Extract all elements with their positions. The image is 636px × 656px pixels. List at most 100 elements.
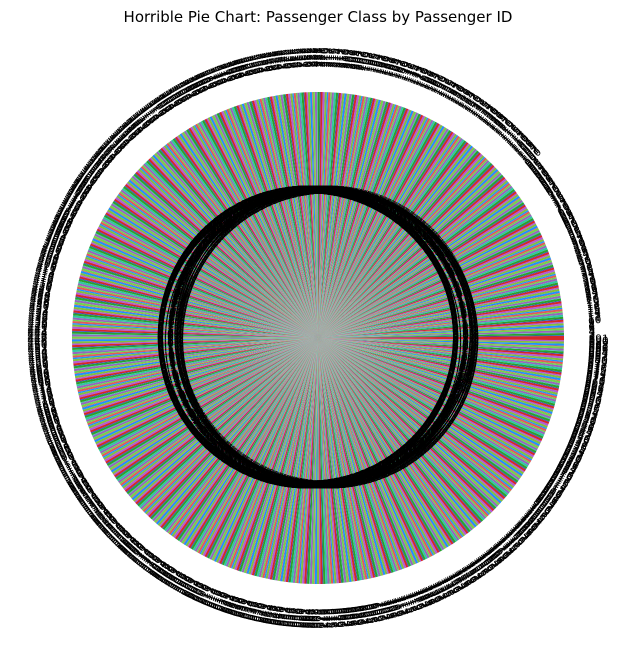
pie-slice: [318, 198, 522, 338]
pie-slice: [318, 144, 472, 338]
pie-slice: [138, 168, 318, 338]
pie-slice: [232, 338, 318, 570]
pie-slice: [72, 334, 318, 338]
slice-label: 712: [393, 595, 410, 618]
pie-slice: [318, 338, 481, 524]
pie-slice: [79, 276, 318, 338]
slice-label: 456: [28, 351, 49, 364]
slice-label: 232: [295, 47, 308, 68]
slice-label: 252: [255, 52, 271, 74]
slice-label: 236: [287, 48, 301, 69]
pie-slice: [177, 338, 318, 541]
pie-slice: [318, 338, 543, 440]
slice-label: 432: [28, 302, 49, 316]
pie-slice: [153, 154, 318, 338]
pie-slice: [78, 281, 319, 338]
pie-slice: [200, 338, 318, 556]
pie-slice: [318, 176, 504, 338]
pie-slice: [277, 338, 318, 581]
slice-label: 713: [394, 594, 412, 617]
pie-slice: [318, 158, 488, 338]
pie-slice: [105, 212, 319, 338]
slice-label: 64: [560, 210, 578, 227]
pie-slice: [318, 244, 546, 338]
slice-label: 415: [33, 269, 55, 285]
pie-slice: [318, 338, 555, 407]
pie-slice: [212, 115, 318, 338]
pie-slice: [318, 147, 476, 338]
pie-slice: [318, 338, 447, 548]
pie-slice: [318, 338, 414, 566]
slice-label: 243: [272, 49, 287, 71]
pie-slice: [75, 294, 318, 338]
pie-slice: [318, 338, 383, 576]
slice-label: 468: [30, 373, 52, 388]
pie-slice: [318, 92, 325, 338]
slice-label: 258: [242, 54, 258, 76]
pie-slice: [318, 128, 449, 338]
pie-slice: [95, 231, 319, 338]
slice-label: 641: [256, 602, 272, 624]
pie-slice: [246, 102, 318, 338]
slice-label: 663: [300, 608, 313, 629]
pie-slice: [318, 338, 352, 582]
pie-slice: [318, 338, 501, 504]
pie-slice: [318, 290, 560, 338]
pie-slice: [94, 338, 318, 443]
slice-label: 448: [27, 335, 47, 347]
slice-label: 680: [334, 607, 348, 628]
slice-label: 242: [274, 49, 289, 70]
pie-slice: [157, 338, 318, 526]
pie-slice: [78, 279, 318, 338]
pie-slice: [225, 338, 318, 567]
pie-slice: [318, 338, 560, 388]
pie-slice: [318, 264, 554, 338]
pie-slice: [318, 338, 409, 567]
pie-slice: [185, 130, 318, 338]
slice-label: 51: [570, 234, 587, 250]
slice-label: 40: [577, 254, 593, 269]
pie-slice: [318, 236, 544, 338]
pie-slice: [76, 338, 318, 389]
pie-slice: [318, 97, 373, 338]
pie-slice: [251, 338, 318, 576]
pie-slice: [256, 338, 318, 577]
slice-label: 223: [313, 47, 325, 67]
pie-slice: [318, 338, 557, 400]
pie-slice: [318, 222, 536, 338]
slice-label: 465: [29, 367, 50, 382]
pie-slice: [318, 338, 551, 422]
pie-slice: [318, 338, 341, 584]
slice-label: 430: [29, 299, 50, 313]
pie-slice: [231, 338, 318, 569]
slice-label: 44: [574, 247, 591, 263]
pie-slice: [318, 338, 460, 541]
pie-slice: [110, 203, 318, 338]
pie-slice: [77, 285, 318, 338]
pie-slice: [295, 338, 318, 584]
pie-slice: [318, 338, 522, 477]
pie-slice: [318, 338, 562, 372]
pie-slice: [152, 154, 318, 338]
pie-slice: [219, 111, 318, 338]
pie-slice: [318, 102, 391, 339]
pie-slice: [318, 127, 447, 338]
slice-label: 77: [547, 188, 565, 205]
pie-slice: [318, 338, 379, 577]
pie-slice: [318, 124, 443, 338]
pie-slice: [318, 338, 384, 576]
slice-label: 659: [292, 608, 305, 629]
pie-slice: [148, 158, 318, 338]
pie-slice: [198, 122, 318, 338]
slice-label: 19: [586, 296, 601, 310]
slice-label: 420: [31, 279, 53, 294]
pie-slice: [318, 113, 421, 338]
slice-label: 639: [251, 601, 267, 623]
slice-label: 449: [27, 337, 47, 349]
pie-slice: [318, 180, 509, 338]
pie-slice: [101, 338, 318, 457]
pie-slice: [202, 338, 318, 557]
slice-label: 185: [385, 57, 402, 80]
pie-slice: [72, 317, 318, 338]
slice-label: 23: [584, 288, 599, 302]
